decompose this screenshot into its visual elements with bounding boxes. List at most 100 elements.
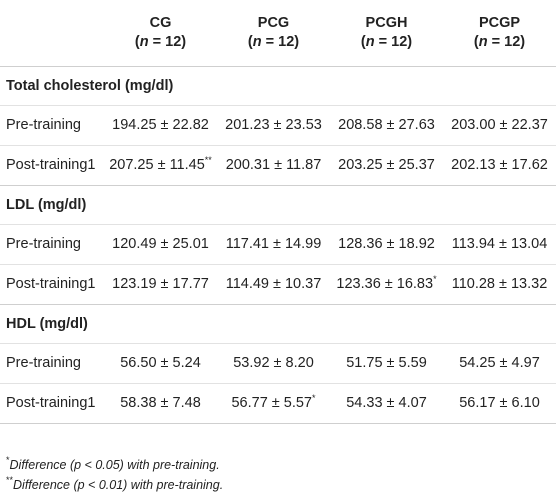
cell: 202.13 ± 17.62 (443, 145, 556, 186)
cell: 123.36 ± 16.83* (330, 264, 443, 305)
cell-value: 54.33 ± 4.07 (346, 395, 427, 411)
column-name: CG (149, 15, 172, 31)
column-sub: n (365, 34, 375, 50)
cell: 207.25 ± 11.45** (104, 145, 217, 186)
cell: 58.38 ± 7.48 (104, 383, 217, 424)
column-sub: ( (473, 34, 479, 50)
row-label: Pre-training (0, 224, 104, 265)
cell: 203.00 ± 22.37 (443, 105, 556, 146)
column-sub: ( (360, 34, 366, 50)
cell: 54.33 ± 4.07 (330, 383, 443, 424)
cell-value: 56.17 ± 6.10 (459, 395, 540, 411)
cell: 200.31 ± 11.87 (217, 145, 330, 186)
column-name: PCGH (365, 15, 408, 31)
footnote-part: Difference ( (9, 458, 75, 472)
column-name: PCGP (478, 15, 521, 31)
cell-mark: ** (204, 155, 212, 165)
column-header: PCG (n = 12) (217, 0, 330, 67)
column-sub: = 12) (374, 34, 413, 50)
footnote-part: < 0.01) with pre-training. (84, 478, 224, 492)
data-row: Post-training1 123.19 ± 17.77 114.49 ± 10.… (0, 264, 556, 305)
cell: 56.77 ± 5.57* (217, 383, 330, 424)
column-sub: = 12) (487, 34, 526, 50)
footnote-part: p (74, 458, 82, 472)
column-sub: ( (247, 34, 253, 50)
column-name: PCG (257, 15, 290, 31)
footnote: *Difference (p < 0.05) with pre-training… (6, 455, 223, 475)
data-table: CG (n = 12) PCG (n = 12) PCGH (n = 12) PCGP (n … (0, 0, 556, 424)
section-row: Total cholesterol (mg/dl) (0, 66, 556, 106)
cell-value: 54.25 ± 4.97 (459, 355, 540, 371)
column-sub: n (478, 34, 488, 50)
cell-value: 202.13 ± 17.62 (451, 157, 548, 173)
cell: 123.19 ± 17.77 (104, 264, 217, 305)
data-row: Post-training1 58.38 ± 7.48 56.77 ± 5.57* 5… (0, 383, 556, 424)
footnote-part: < 0.05) with pre-training. (81, 458, 220, 472)
cell-value: 56.50 ± 5.24 (120, 355, 201, 371)
column-sub: = 12) (261, 34, 300, 50)
column-sub: n (252, 34, 262, 50)
cell-value: 110.28 ± 13.32 (451, 276, 548, 292)
cell-value: 123.36 ± 16.83 (336, 276, 434, 292)
row-label: Post-training1 (0, 145, 104, 186)
cell-value: 128.36 ± 18.92 (338, 236, 435, 252)
cell-value: 194.25 ± 22.82 (112, 117, 209, 133)
cell: 201.23 ± 23.53 (217, 105, 330, 146)
footnote-text: Difference (p < 0.01) with pre-training. (13, 478, 223, 492)
cell-value: 114.49 ± 10.37 (225, 276, 322, 292)
cell-value: 201.23 ± 23.53 (225, 117, 322, 133)
cell: 56.17 ± 6.10 (443, 383, 556, 424)
column-header: PCGH (n = 12) (330, 0, 443, 67)
footnote-mark: * (6, 455, 10, 465)
cell: 113.94 ± 13.04 (443, 224, 556, 265)
cell: 54.25 ± 4.97 (443, 343, 556, 384)
section-row: HDL (mg/dl) (0, 304, 556, 344)
cell-mark: * (312, 393, 316, 403)
row-label: Pre-training (0, 343, 104, 384)
column-header: PCGP (n = 12) (443, 0, 556, 67)
cell-value: 113.94 ± 13.04 (451, 236, 548, 252)
cell-value: 56.77 ± 5.57 (231, 395, 312, 411)
corner (0, 0, 104, 67)
cell: 120.49 ± 25.01 (104, 224, 217, 265)
column-sub: ( (134, 34, 140, 50)
data-row: Post-training1 207.25 ± 11.45** 200.31 ± 1… (0, 145, 556, 186)
cell: 110.28 ± 13.32 (443, 264, 556, 305)
footnotes: *Difference (p < 0.05) with pre-training… (6, 455, 223, 495)
cell: 208.58 ± 27.63 (330, 105, 443, 146)
row-label: Pre-training (0, 105, 104, 146)
section-title: Total cholesterol (mg/dl) (0, 66, 556, 106)
footnote-mark: ** (6, 475, 14, 485)
cell-value: 58.38 ± 7.48 (120, 395, 201, 411)
data-row: Pre-training 194.25 ± 22.82 201.23 ± 23.53… (0, 105, 556, 146)
row-label: Post-training1 (0, 264, 104, 305)
cell: 203.25 ± 25.37 (330, 145, 443, 186)
cell-mark: * (433, 274, 437, 284)
section-title: HDL (mg/dl) (0, 304, 556, 344)
cell-value: 200.31 ± 11.87 (225, 157, 322, 173)
row-label: Post-training1 (0, 383, 104, 424)
cell: 51.75 ± 5.59 (330, 343, 443, 384)
table-body: Total cholesterol (mg/dl) Pre-training 194… (0, 66, 556, 424)
header-row: CG (n = 12) PCG (n = 12) PCGH (n = 12) PCGP (n … (0, 0, 556, 67)
cell-value: 120.49 ± 25.01 (112, 236, 209, 252)
data-row: Pre-training 120.49 ± 25.01 117.41 ± 14.99… (0, 224, 556, 265)
data-row: Pre-training 56.50 ± 5.24 53.92 ± 8.20 51.7… (0, 343, 556, 384)
cell-value: 123.19 ± 17.77 (112, 276, 209, 292)
footnote-part: Difference ( (13, 478, 78, 492)
column-sub: n (139, 34, 149, 50)
column-sub: = 12) (148, 34, 187, 50)
cell: 128.36 ± 18.92 (330, 224, 443, 265)
cell: 114.49 ± 10.37 (217, 264, 330, 305)
cell-value: 208.58 ± 27.63 (338, 117, 435, 133)
section-title: LDL (mg/dl) (0, 185, 556, 225)
cell: 56.50 ± 5.24 (104, 343, 217, 384)
cell-value: 203.25 ± 25.37 (338, 157, 435, 173)
cell: 194.25 ± 22.82 (104, 105, 217, 146)
section-row: LDL (mg/dl) (0, 185, 556, 225)
footnote: **Difference (p < 0.01) with pre-trainin… (6, 475, 223, 495)
footnote-text: Difference (p < 0.05) with pre-training. (10, 458, 220, 472)
cell-value: 117.41 ± 14.99 (225, 236, 322, 252)
cell-value: 207.25 ± 11.45 (109, 157, 205, 173)
